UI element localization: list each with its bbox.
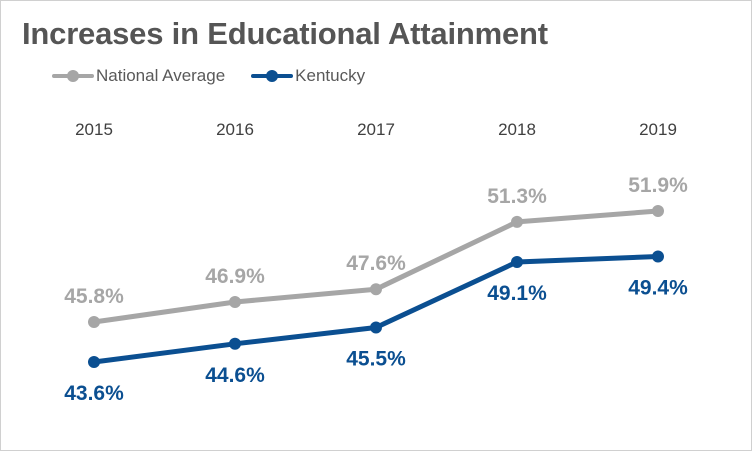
data-label-kentucky-2018: 49.1% xyxy=(487,282,547,305)
data-point-national-average-2016 xyxy=(229,296,241,308)
legend-marker-national-average xyxy=(52,69,94,83)
legend-item-kentucky: Kentucky xyxy=(251,66,365,86)
data-point-kentucky-2017 xyxy=(370,321,382,334)
data-point-kentucky-2015 xyxy=(88,356,100,368)
x-tick-label-2015: 2015 xyxy=(75,120,113,139)
legend-label-kentucky: Kentucky xyxy=(295,66,366,85)
data-label-kentucky-2017: 45.5% xyxy=(346,348,406,371)
data-point-national-average-2019 xyxy=(652,205,664,217)
x-tick-label-2017: 2017 xyxy=(357,120,395,139)
data-point-kentucky-2019 xyxy=(652,250,664,263)
chart-title: Increases in Educational Attainment xyxy=(22,16,548,51)
data-label-national-average-2018: 51.3% xyxy=(487,185,547,208)
x-tick-label-2016: 2016 xyxy=(216,120,254,139)
data-point-kentucky-2016 xyxy=(229,337,241,350)
data-point-national-average-2017 xyxy=(370,283,382,296)
data-label-national-average-2017: 47.6% xyxy=(346,252,406,275)
data-label-kentucky-2015: 43.6% xyxy=(64,382,124,405)
data-label-national-average-2016: 46.9% xyxy=(205,265,265,288)
legend-item-national-average: National Average xyxy=(52,66,225,86)
legend-label-national-average: National Average xyxy=(96,66,226,85)
data-label-kentucky-2019: 49.4% xyxy=(628,277,688,300)
data-point-national-average-2018 xyxy=(511,215,523,228)
legend: National Average Kentucky xyxy=(52,65,391,87)
data-point-national-average-2015 xyxy=(88,316,100,328)
x-tick-label-2019: 2019 xyxy=(639,120,677,139)
data-point-kentucky-2018 xyxy=(511,256,523,268)
x-tick-label-2018: 2018 xyxy=(498,120,536,139)
data-label-kentucky-2016: 44.6% xyxy=(205,364,265,387)
data-label-national-average-2015: 45.8% xyxy=(64,285,124,308)
data-label-national-average-2019: 51.9% xyxy=(628,174,688,197)
legend-marker-kentucky xyxy=(251,69,294,83)
